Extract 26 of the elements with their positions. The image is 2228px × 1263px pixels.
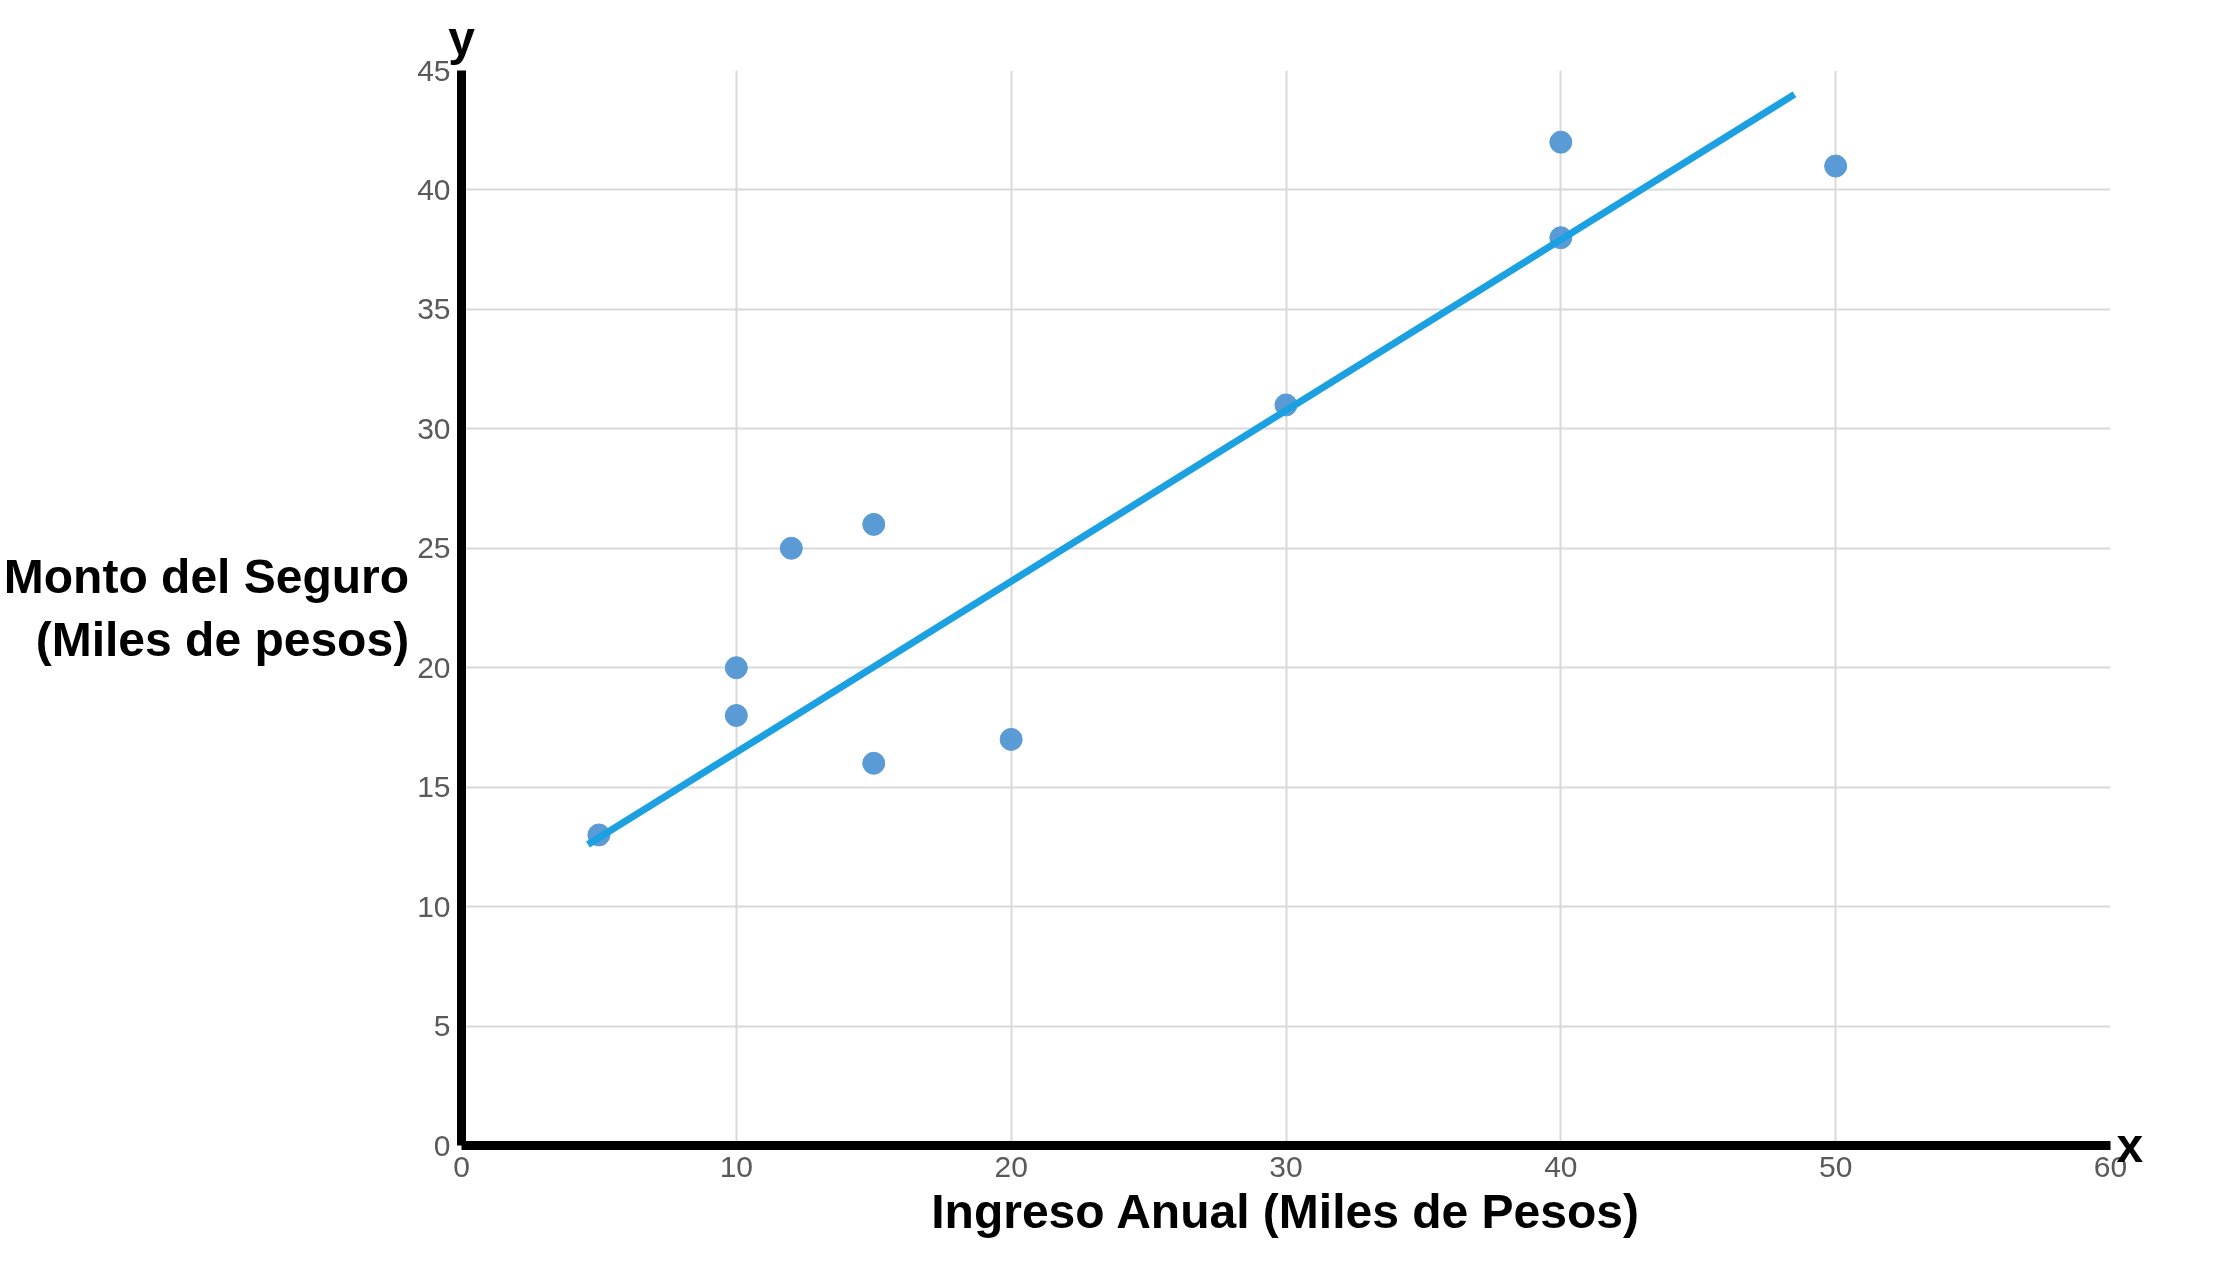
y-tick-label: 40 (417, 172, 451, 206)
x-tick-label: 10 (719, 1149, 754, 1183)
y-tick-label: 30 (417, 411, 451, 445)
x-tick-label: 20 (994, 1149, 1028, 1183)
point (779, 536, 803, 560)
x-tick-label: 40 (1544, 1149, 1578, 1183)
point (1824, 154, 1848, 178)
point (999, 727, 1023, 751)
point (862, 751, 886, 775)
y-tick-label: 25 (417, 531, 451, 565)
point (1549, 130, 1573, 154)
y-tick-label: 5 (433, 1009, 451, 1043)
x-tick-label: 50 (1818, 1149, 1853, 1183)
y-tick-label: 20 (417, 650, 451, 684)
text: y (448, 11, 476, 65)
x-axis-title: Ingreso Anual (Miles de Pesos) (931, 1184, 1639, 1238)
point (724, 704, 748, 727)
x-tick-label: 30 (1269, 1149, 1303, 1183)
y-tick-label: 10 (417, 889, 451, 923)
y-tick-label: 45 (417, 53, 451, 87)
y-tick-label: 0 (433, 1128, 451, 1162)
point (724, 656, 748, 680)
y-tick-label: 15 (417, 770, 451, 804)
point (862, 512, 886, 536)
y-axis-title: Monto del Seguro (Miles de pesos) (3, 549, 410, 667)
y-tick-label: 35 (417, 292, 451, 326)
